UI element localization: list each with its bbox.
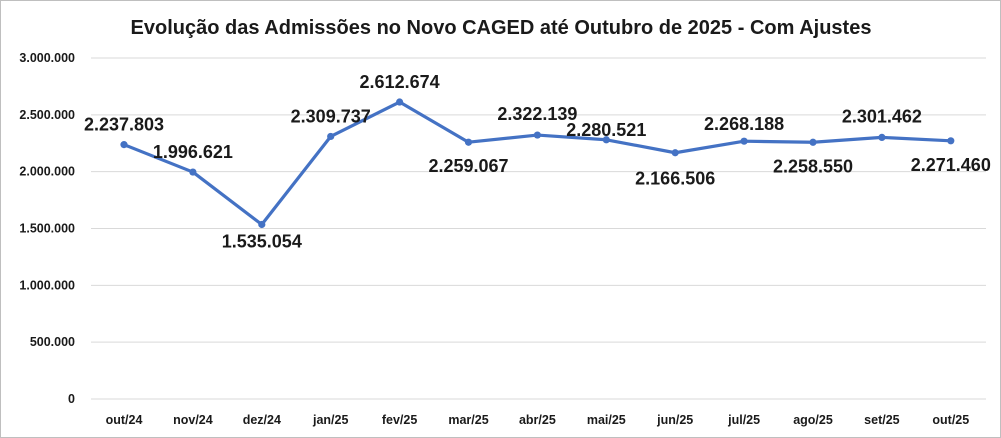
data-point [189, 168, 197, 176]
data-point [671, 149, 679, 157]
data-label: 2.166.506 [635, 169, 715, 189]
data-label: 2.301.462 [842, 106, 922, 126]
y-tick-label: 0 [68, 392, 75, 406]
y-tick-label: 2.000.000 [19, 165, 75, 179]
data-label: 1.996.621 [153, 142, 233, 162]
x-tick-label: set/25 [864, 413, 899, 427]
x-tick-label: jul/25 [727, 413, 760, 427]
data-point [809, 138, 817, 146]
data-point [602, 136, 610, 144]
x-tick-label: mar/25 [448, 413, 488, 427]
data-point [327, 132, 335, 141]
x-tick-label: ago/25 [793, 413, 833, 427]
x-tick-label: dez/24 [243, 413, 281, 427]
data-point [947, 137, 955, 145]
data-label: 2.280.521 [566, 120, 646, 140]
x-tick-label: nov/24 [173, 413, 213, 427]
data-point [740, 137, 748, 145]
data-label: 2.271.460 [911, 155, 991, 175]
data-point [533, 131, 542, 139]
y-tick-label: 2.500.000 [19, 108, 75, 122]
x-tick-label: jan/25 [312, 413, 348, 427]
data-point [120, 141, 128, 149]
data-label: 2.268.188 [704, 114, 784, 134]
data-label: 2.322.139 [497, 104, 577, 124]
x-tick-label: mai/25 [587, 413, 626, 427]
y-tick-label: 3.000.000 [19, 51, 75, 65]
data-point [258, 220, 266, 229]
data-label: 2.309.737 [291, 106, 371, 126]
data-label: 2.237.803 [84, 115, 164, 135]
y-tick-label: 1.500.000 [19, 222, 75, 236]
data-label: 1.535.054 [222, 232, 302, 252]
y-tick-label: 500.000 [30, 335, 75, 349]
y-tick-label: 1.000.000 [19, 278, 75, 292]
data-point [396, 98, 404, 106]
data-label: 2.258.550 [773, 156, 853, 176]
chart-title: Evolução das Admissões no Novo CAGED até… [131, 17, 872, 39]
data-label: 2.259.067 [428, 156, 508, 176]
data-label: 2.612.674 [360, 72, 440, 92]
x-tick-label: fev/25 [382, 413, 417, 427]
data-point [878, 133, 886, 142]
x-tick-label: abr/25 [519, 413, 556, 427]
x-tick-label: out/25 [932, 413, 969, 427]
x-tick-label: jun/25 [656, 413, 693, 427]
data-point [464, 138, 473, 146]
x-tick-label: out/24 [106, 413, 143, 427]
